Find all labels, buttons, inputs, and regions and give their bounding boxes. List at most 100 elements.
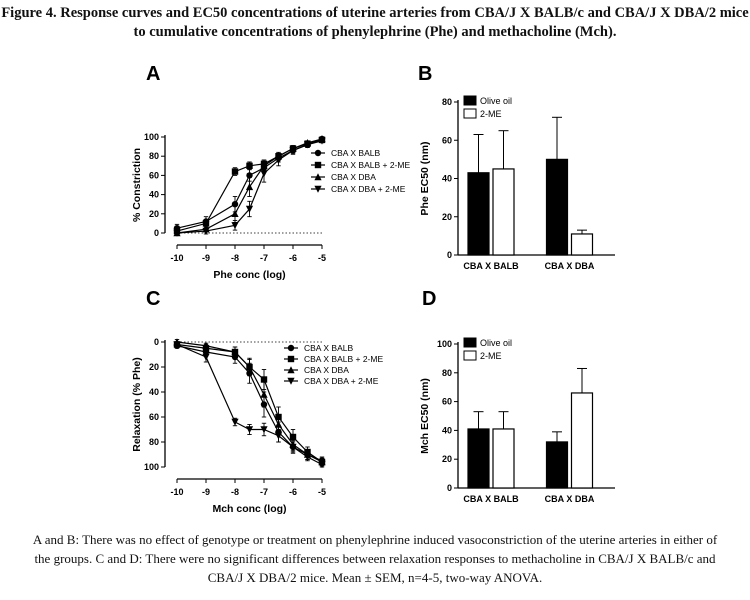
y-tick-label: 20: [149, 362, 159, 372]
chart-panel-c: C -10 -9 -8 -7 -6 -5 0 20 40 60 80 100 Mch conc (log)…: [131, 288, 383, 515]
y-tick-label: 60: [442, 135, 452, 145]
data-point: [246, 162, 253, 169]
y-tick-label: 20: [442, 212, 452, 222]
data-point: [289, 147, 297, 155]
legend-label: CBA X DBA + 2-ME: [304, 376, 379, 386]
legend-marker: [287, 366, 295, 374]
y-tick-label: 40: [442, 174, 452, 184]
data-point: [245, 183, 254, 191]
bar: [492, 168, 515, 256]
category-label: CBA X DBA: [545, 261, 595, 271]
y-tick-label: 80: [442, 97, 452, 107]
legend-marker: [314, 161, 322, 169]
x-tick-label: -9: [202, 487, 210, 497]
legend-marker: [314, 185, 322, 193]
data-point: [245, 426, 254, 434]
data-point: [202, 353, 210, 361]
data-point: [303, 141, 312, 149]
legend-marker: [287, 344, 295, 352]
x-tick-label: -6: [289, 253, 297, 263]
y-tick-label: 60: [442, 397, 452, 407]
bar: [467, 428, 490, 489]
x-axis-label: Phe conc (log): [213, 269, 285, 281]
data-point: [173, 341, 181, 349]
legend-marker: [314, 173, 322, 181]
bar: [545, 441, 569, 489]
data-point: [260, 376, 268, 383]
panel-letter: B: [418, 63, 432, 85]
bar: [492, 428, 515, 489]
figure-title-line-1: Figure 4. Response curves and EC50 conce…: [1, 5, 749, 21]
legend-label: 2-ME: [480, 109, 502, 119]
bar: [570, 392, 594, 489]
y-tick-label: 0: [447, 483, 452, 493]
legend-label: Olive oil: [480, 338, 512, 348]
y-tick-label: 20: [149, 209, 159, 219]
data-point: [202, 341, 210, 349]
legend-label: CBA X BALB + 2-ME: [304, 354, 383, 364]
y-tick-label: 40: [149, 190, 159, 200]
y-tick-label: 40: [442, 425, 452, 435]
legend-label: CBA X DBA: [304, 365, 349, 375]
figure-title-line-2: to cumulative concentrations of phenylep…: [133, 24, 617, 40]
data-point: [260, 170, 268, 178]
legend-marker: [287, 355, 295, 363]
legend-marker: [287, 377, 295, 385]
data-point: [289, 443, 297, 451]
chart-panel-a: A -10 -9 -8 -7 -6 -5 0 20 40 60 80 100 Phe conc (log)…: [131, 63, 410, 281]
y-tick-label: 0: [154, 228, 159, 238]
data-point: [318, 461, 326, 469]
x-tick-label: -5: [318, 487, 326, 497]
data-point: [202, 227, 210, 235]
x-tick-label: -7: [260, 487, 268, 497]
x-tick-label: -6: [289, 487, 297, 497]
data-point: [260, 426, 268, 434]
y-tick-label: 0: [447, 250, 452, 260]
panel-letter: D: [422, 288, 436, 310]
y-tick-label: 80: [442, 368, 452, 378]
y-tick-label: 60: [149, 170, 159, 180]
y-tick-label: 100: [144, 132, 159, 142]
category-label: CBA X BALB: [463, 494, 519, 504]
data-point: [231, 222, 239, 230]
data-point: [289, 433, 297, 441]
y-tick-label: 60: [149, 412, 159, 422]
bar: [545, 158, 569, 256]
x-tick-label: -5: [318, 253, 326, 263]
legend-label: 2-ME: [480, 351, 502, 361]
x-tick-label: -10: [170, 487, 183, 497]
legend-label: CBA X BALB: [304, 343, 353, 353]
category-label: CBA X DBA: [545, 494, 595, 504]
legend-label: CBA X DBA + 2-ME: [331, 184, 406, 194]
y-tick-label: 80: [149, 151, 159, 161]
y-axis-label: Relaxation (% Phe): [131, 357, 143, 452]
bar: [570, 233, 594, 256]
legend-label: CBA X BALB + 2-ME: [331, 160, 410, 170]
y-tick-label: 100: [144, 462, 159, 472]
category-label: CBA X BALB: [463, 261, 519, 271]
y-tick-label: 80: [149, 437, 159, 447]
caption-line-3: CBA/J X DBA/2 mice. Mean ± SEM, n=4-5, t…: [207, 570, 543, 585]
data-point: [231, 418, 239, 426]
series-4: [173, 341, 326, 469]
legend-swatch: [463, 337, 477, 348]
legend-swatch: [463, 108, 477, 119]
y-tick-label: 20: [442, 454, 452, 464]
y-axis-label: Phe EC50 (nm): [419, 141, 431, 215]
data-point: [318, 137, 326, 145]
x-tick-label: -7: [260, 253, 268, 263]
y-tick-label: 100: [437, 339, 452, 349]
legend-label: CBA X DBA: [331, 172, 376, 182]
x-tick-label: -8: [231, 487, 239, 497]
y-axis-label: % Constriction: [131, 148, 143, 222]
chart-panel-b: B 0 20 40 60 80 Phe EC50 (nm) CBA X BALB CBA X D…: [418, 63, 615, 271]
x-tick-label: -10: [170, 253, 183, 263]
data-point: [173, 229, 181, 237]
legend-marker: [314, 149, 322, 157]
x-axis-label: Mch conc (log): [212, 503, 286, 515]
data-point: [274, 420, 283, 428]
figure-caption: A and B: There was no effect of genotype…: [6, 530, 744, 587]
